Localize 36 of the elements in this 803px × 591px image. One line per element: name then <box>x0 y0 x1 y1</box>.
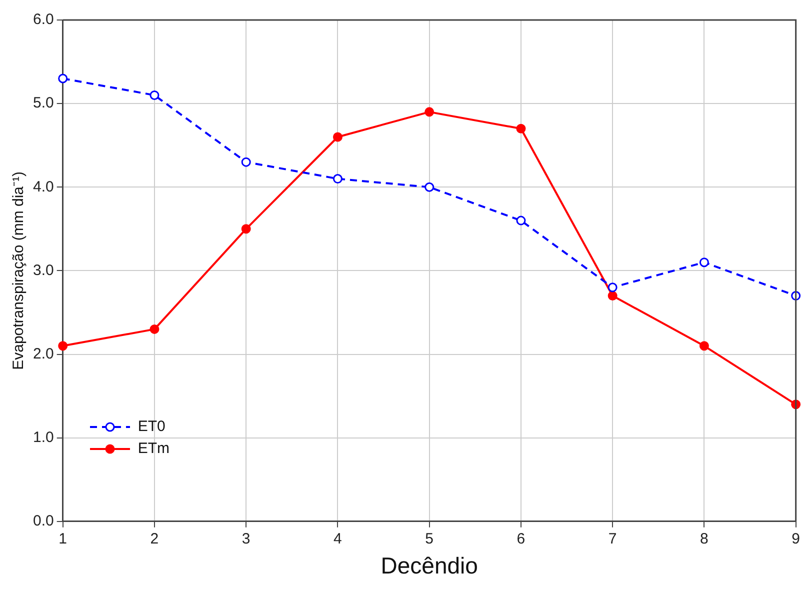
y-tick-label: 2.0 <box>32 345 54 362</box>
y-tick-label: 1.0 <box>32 428 54 446</box>
point <box>150 90 160 100</box>
x-tick-label: 4 <box>334 530 342 548</box>
point <box>699 258 709 268</box>
point <box>241 157 251 167</box>
point <box>608 291 618 301</box>
point <box>58 341 68 351</box>
point <box>608 282 618 292</box>
y-tick-label: 5.0 <box>32 94 54 112</box>
point <box>58 74 68 84</box>
x-tick-label: 2 <box>150 530 159 548</box>
y-tick-label: 6.0 <box>32 11 54 28</box>
y-tick-label: 3.0 <box>32 262 54 279</box>
y-axis-title: Evapotranspiração (mm dia⁻¹) <box>10 171 28 370</box>
point <box>150 324 160 334</box>
x-tick-label: 5 <box>425 530 434 548</box>
point <box>516 216 526 226</box>
point <box>332 132 342 142</box>
point <box>241 224 251 234</box>
x-tick-label: 6 <box>516 530 526 548</box>
point <box>699 341 709 351</box>
point <box>424 182 434 192</box>
x-tick-label: 3 <box>242 530 250 548</box>
x-tick-label: 8 <box>700 530 708 548</box>
x-axis-title: Decêndio <box>380 552 478 579</box>
point <box>516 124 526 134</box>
point <box>332 174 342 184</box>
y-tick-label: 4.0 <box>32 178 54 196</box>
x-tick-label: 9 <box>792 530 800 548</box>
x-tick-label: 1 <box>58 530 68 548</box>
point <box>424 107 434 117</box>
legend-label: ETm <box>138 439 170 460</box>
legend-label: ET0 <box>138 417 166 438</box>
x-tick-label: 7 <box>608 530 617 548</box>
y-tick-label: 0.0 <box>32 512 54 530</box>
